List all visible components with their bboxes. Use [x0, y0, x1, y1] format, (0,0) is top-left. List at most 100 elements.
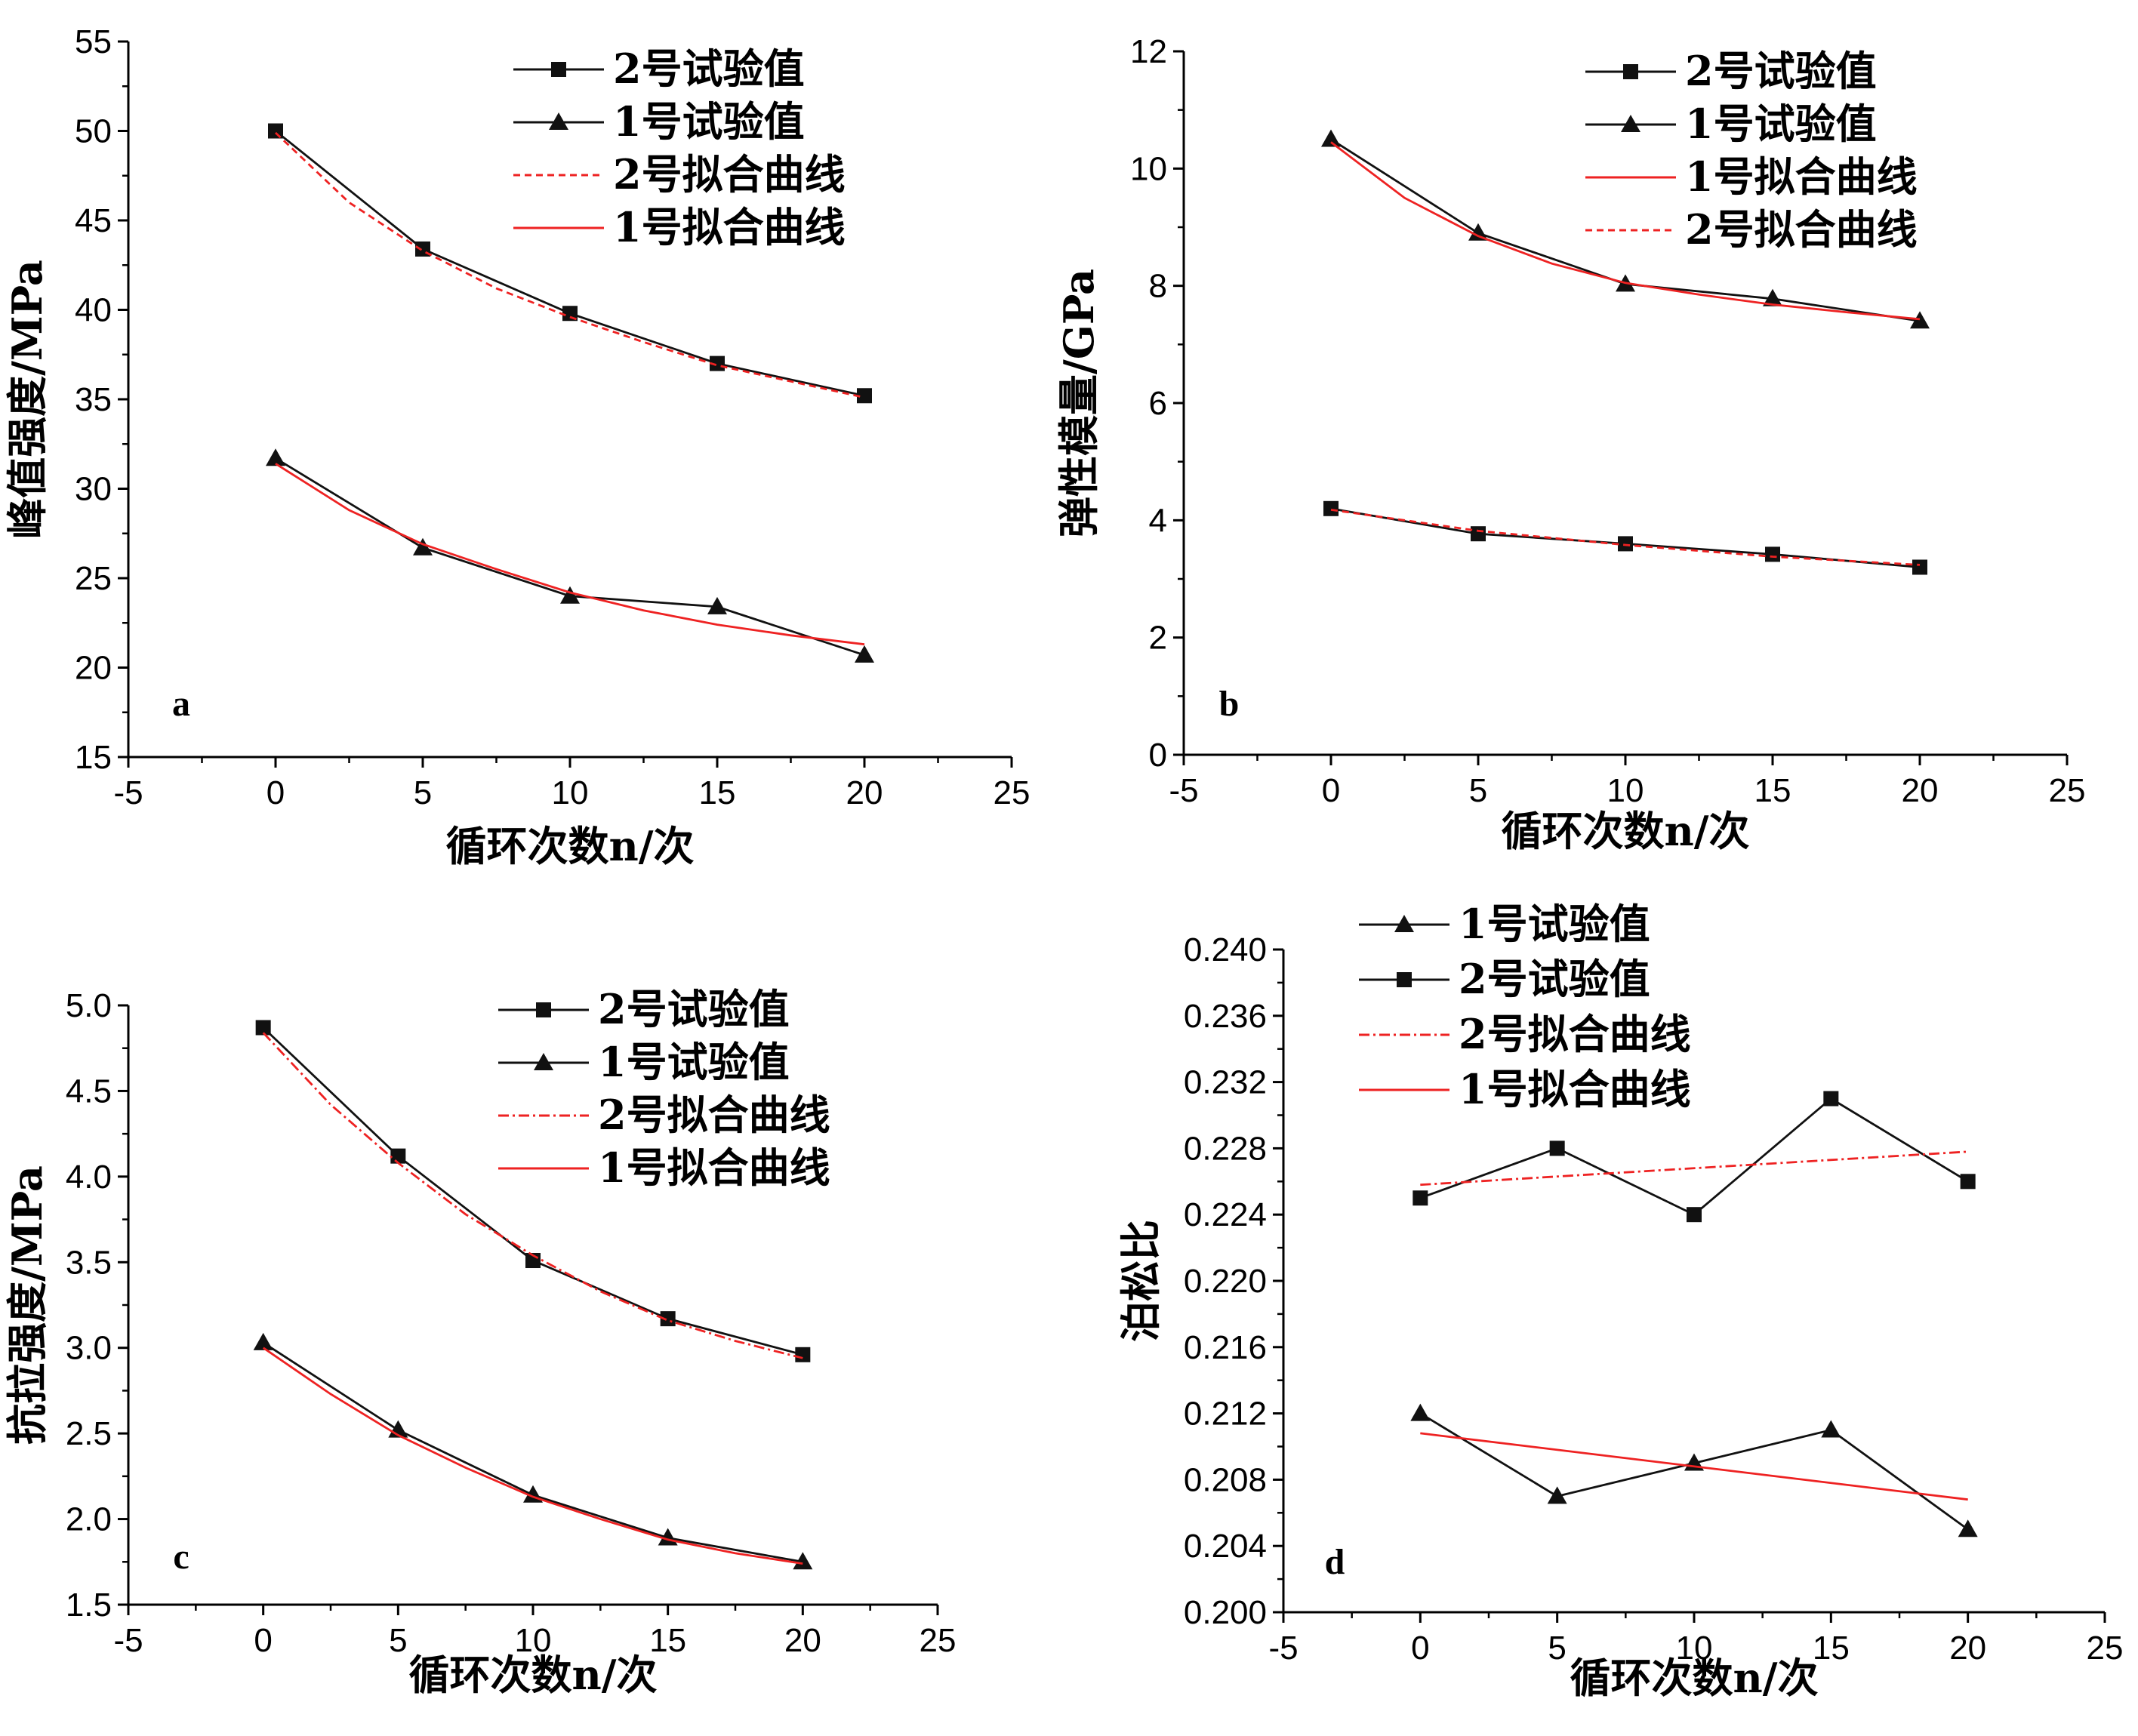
legend-label: 2号试验值	[613, 45, 805, 93]
data-point	[857, 388, 872, 404]
y-tick-label: 55	[75, 23, 112, 60]
data-point	[1910, 311, 1930, 329]
series-line	[262, 1341, 803, 1563]
series-line	[275, 457, 865, 657]
series-b-1	[1321, 129, 1930, 329]
legend-label: 1号拟合曲线	[1685, 152, 1918, 201]
legend-label: 1号拟合曲线	[598, 1143, 830, 1192]
fit-curve	[1420, 1432, 1968, 1501]
y-tick-label: 8	[1149, 268, 1167, 305]
y-tick-label: 0.220	[1184, 1263, 1267, 1300]
data-point	[1547, 1486, 1567, 1504]
legend-label: 1号试验值	[1459, 900, 1650, 948]
y-tick-label: 0.224	[1184, 1196, 1267, 1233]
series-a-1	[266, 448, 874, 663]
x-tick-label: 25	[994, 774, 1030, 811]
y-axis-title: 泊松比	[1117, 1220, 1165, 1342]
x-tick-label: 0	[1322, 772, 1340, 809]
chart-panel-d: -5 0 5 10 15 20 25 0.200 0.204 0.208 0.212 0.216 0.2…	[1117, 900, 2123, 1702]
y-tick-label: 15	[75, 739, 112, 776]
series-line	[1419, 1097, 1969, 1216]
y-tick-label: 4	[1149, 502, 1167, 539]
x-tick-label: 5	[389, 1622, 407, 1659]
x-axis-title: 循环次数n/次	[446, 822, 695, 870]
x-axis-title: 循环次数n/次	[1570, 1654, 1819, 1702]
y-tick-label: 3.0	[66, 1330, 112, 1367]
data-point	[1549, 1140, 1565, 1156]
data-point	[1821, 1420, 1841, 1438]
panel-label: c	[173, 1537, 189, 1577]
legend-label: 1号拟合曲线	[1459, 1065, 1691, 1113]
x-tick-label: 15	[649, 1622, 686, 1659]
x-tick-label: 25	[2049, 772, 2086, 809]
legend-label: 2号拟合曲线	[1685, 205, 1918, 254]
x-tick-label: 20	[1902, 772, 1939, 809]
legend-label: 1号拟合曲线	[613, 203, 846, 251]
series-d-1	[1412, 1091, 1976, 1223]
y-tick-label: 6	[1149, 385, 1167, 422]
y-tick-label: 0.208	[1184, 1461, 1267, 1498]
y-tick-label: 20	[75, 650, 112, 687]
data-point	[1468, 223, 1488, 241]
panel-label: b	[1219, 684, 1240, 724]
y-axis-title: 弹性模量/GPa	[1055, 269, 1103, 537]
data-point	[1763, 288, 1782, 306]
y-tick-label: 0.216	[1184, 1329, 1267, 1366]
chart-panel-b: -5 0 5 10 15 20 25024681012循环次数n/次弹性模量/GPab2号试…	[1055, 33, 2085, 855]
data-point	[1471, 526, 1486, 542]
fit-curve	[1420, 1150, 1968, 1187]
series-d-2	[1420, 1150, 1968, 1187]
x-tick-label: -5	[113, 774, 143, 811]
data-point	[710, 356, 725, 371]
y-tick-label: 0.228	[1184, 1130, 1267, 1167]
y-tick-label: 35	[75, 381, 112, 418]
series-c-3	[262, 1347, 803, 1565]
x-tick-label: 15	[1754, 772, 1791, 809]
x-axis-title: 循环次数n/次	[409, 1651, 658, 1699]
y-tick-label: 0.212	[1184, 1396, 1267, 1433]
x-tick-label: 10	[1676, 1630, 1713, 1667]
x-tick-label: 5	[414, 774, 432, 811]
fit-curve	[1330, 141, 1921, 321]
y-tick-label: 30	[75, 471, 112, 508]
y-tick-label: 10	[1130, 150, 1167, 187]
data-point	[1960, 1174, 1976, 1190]
series-b-3	[1330, 509, 1921, 566]
series-d-3	[1420, 1432, 1968, 1501]
x-tick-label: 20	[846, 774, 883, 811]
data-point	[793, 1552, 813, 1570]
y-tick-label: 4.5	[66, 1073, 112, 1110]
y-tick-label: 1.5	[66, 1587, 112, 1624]
y-axis-title: 抗拉强度/MPa	[3, 1165, 51, 1445]
x-tick-label: 25	[920, 1622, 957, 1659]
panel-label: d	[1325, 1542, 1345, 1582]
x-tick-label: 10	[552, 774, 589, 811]
data-point	[1410, 1403, 1431, 1421]
x-tick-label: 5	[1548, 1630, 1566, 1667]
legend-marker	[551, 62, 566, 77]
y-tick-label: 45	[75, 202, 112, 239]
x-tick-label: 0	[254, 1622, 272, 1659]
series-b-0	[1323, 500, 1927, 575]
x-tick-label: 10	[515, 1622, 552, 1659]
data-point	[1618, 536, 1633, 552]
legend-marker	[1621, 115, 1640, 132]
legend-marker	[1397, 972, 1412, 987]
x-tick-label: 0	[266, 774, 285, 811]
y-tick-label: 5.0	[66, 987, 112, 1024]
x-tick-label: -5	[1169, 772, 1198, 809]
chart-panel-a: -5 0 5 10 15 20 25 15 20 25 30 35 40 45 50 55 循环次数n/次 峰值强…	[3, 23, 1030, 870]
x-tick-label: 5	[1469, 772, 1487, 809]
data-point	[413, 537, 433, 556]
series-a-3	[275, 463, 865, 646]
x-tick-label: 10	[1607, 772, 1644, 809]
y-tick-label: 0.232	[1184, 1064, 1267, 1101]
data-point	[255, 1020, 271, 1036]
legend-label: 2号试验值	[598, 985, 790, 1033]
y-tick-label: 0.204	[1184, 1528, 1267, 1565]
panel-label: a	[172, 684, 190, 724]
x-tick-label: -5	[113, 1622, 143, 1659]
